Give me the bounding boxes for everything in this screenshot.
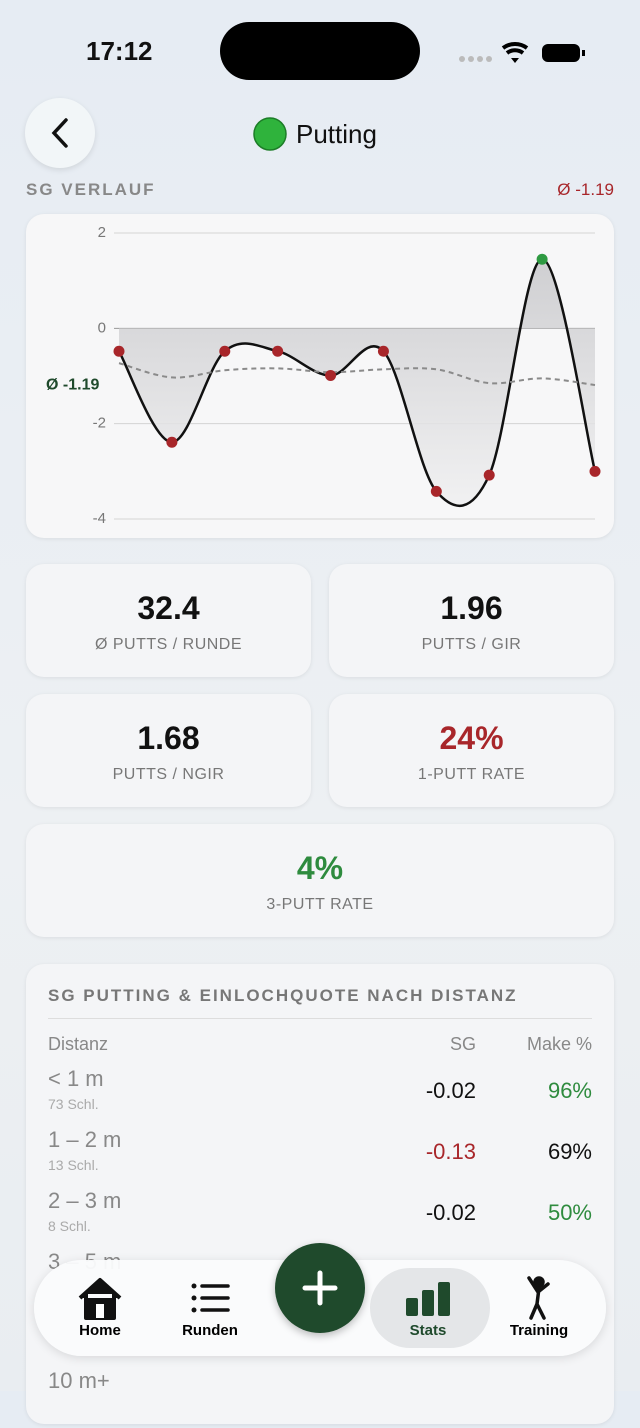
section-title: SG VERLAUF	[26, 180, 156, 199]
row-sg: -0.02	[425, 1078, 476, 1103]
stat-card: 32.4 Ø PUTTS / RUNDE	[26, 564, 311, 677]
tab-home[interactable]: Home	[79, 1322, 121, 1339]
stat-card: 1.68 PUTTS / NGIR	[26, 694, 311, 807]
back-button[interactable]	[25, 98, 95, 168]
point	[325, 370, 337, 382]
point	[166, 436, 178, 448]
back-icon	[51, 118, 68, 148]
table-row: 1 – 2 m 13 Schl. -0.13 69%	[48, 1127, 592, 1187]
point	[219, 345, 231, 357]
status-time: 17:12	[86, 36, 153, 66]
row-distance: 1 – 2 m	[48, 1127, 122, 1152]
stat-value: 1.96	[440, 590, 503, 626]
stat-label: PUTTS / NGIR	[112, 766, 225, 783]
table-row: < 1 m 73 Schl. -0.02 96%	[48, 1066, 592, 1126]
table-row: 2 – 3 m 8 Schl. -0.02 50%	[48, 1188, 592, 1248]
status-dot	[253, 117, 287, 151]
row-shots: 13 Schl.	[48, 1157, 99, 1173]
row-make: 96%	[547, 1078, 592, 1103]
tab-icons	[78, 1276, 550, 1320]
tab-runden[interactable]: Runden	[182, 1322, 238, 1339]
table-row: 10 m+	[48, 1368, 592, 1428]
chart: 2 0 -2 -4 Ø -1.19	[46, 224, 601, 527]
y-tick-label: -2	[93, 415, 106, 432]
tab-training[interactable]: Training	[509, 1322, 569, 1339]
header-make: Make %	[526, 1034, 592, 1054]
row-distance: < 1 m	[48, 1066, 104, 1091]
row-distance: 2 – 3 m	[48, 1188, 122, 1213]
stat-label: Ø PUTTS / RUNDE	[94, 636, 243, 653]
row-shots: 73 Schl.	[48, 1096, 99, 1112]
average-label: Ø -1.19	[46, 376, 99, 393]
section-average: Ø -1.19	[557, 180, 614, 199]
y-tick-label: -4	[93, 510, 106, 527]
status-icons	[459, 42, 585, 63]
chart-card: 2 0 -2 -4 Ø -1.19	[26, 214, 614, 538]
stat-card: 4% 3-PUTT RATE	[26, 824, 614, 937]
y-tick-label: 2	[98, 224, 106, 241]
row-distance: 10 m+	[48, 1368, 110, 1393]
point	[589, 465, 601, 477]
point	[272, 345, 284, 357]
stat-label: 3-PUTT RATE	[266, 896, 374, 913]
tab-stats[interactable]: Stats	[409, 1322, 447, 1339]
point	[113, 345, 125, 357]
stat-value: 32.4	[137, 590, 200, 626]
row-sg: -0.13	[425, 1139, 476, 1164]
dynamic-island	[220, 22, 420, 80]
header-distance: Distanz	[48, 1034, 109, 1054]
divider	[48, 1018, 592, 1019]
row-sg: -0.02	[425, 1200, 476, 1225]
plus-icon	[302, 1270, 338, 1306]
page-title: Putting	[296, 119, 377, 149]
row-make: 69%	[547, 1139, 592, 1164]
row-make: 50%	[547, 1200, 592, 1225]
point	[430, 485, 442, 497]
add-button[interactable]	[275, 1243, 365, 1333]
stat-value: 1.68	[137, 720, 200, 756]
stat-card: 1.96 PUTTS / GIR	[329, 564, 614, 677]
point	[483, 469, 495, 481]
stat-value: 24%	[439, 720, 504, 756]
table-title: SG PUTTING & EINLOCHQUOTE NACH DISTANZ	[48, 986, 518, 1005]
stat-value: 4%	[296, 850, 344, 886]
point	[377, 345, 389, 357]
row-shots: 8 Schl.	[48, 1218, 91, 1234]
stat-label: 1-PUTT RATE	[417, 766, 526, 783]
stat-card: 24% 1-PUTT RATE	[329, 694, 614, 807]
point	[536, 253, 548, 265]
header-sg: SG	[449, 1034, 476, 1054]
y-tick-label: 0	[98, 319, 106, 336]
stat-label: PUTTS / GIR	[421, 636, 522, 653]
area	[119, 259, 595, 506]
trend-line	[118, 362, 596, 387]
